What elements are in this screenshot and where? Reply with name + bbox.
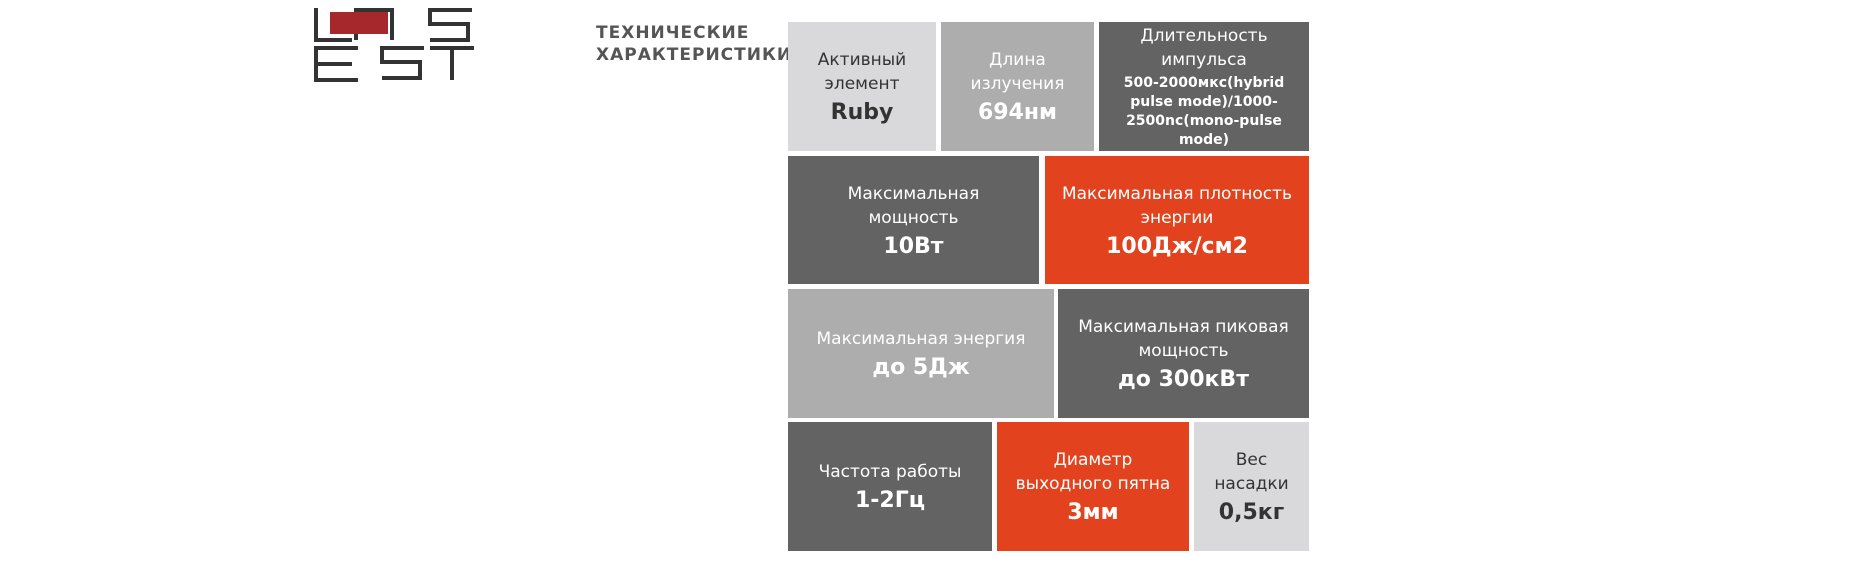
spec-value: Ruby [830, 100, 894, 125]
spec-label: Вес насадки [1214, 450, 1289, 494]
logo [314, 8, 474, 82]
spec-value: до 300кВт [1118, 367, 1249, 392]
spec-value: 500-2000мкс(hybrid pulse mode)/1000-2500… [1123, 74, 1285, 148]
spec-label: Максимальная плотность энергии [1061, 183, 1293, 228]
spec-label: Диаметр выходного пятна [1015, 450, 1171, 494]
spec-value: до 5Дж [872, 355, 970, 380]
spec-cell: Длина излучения 694нм [941, 22, 1094, 151]
spec-cell: Максимальная энергия до 5Дж [788, 289, 1054, 418]
spec-value: 100Дж/см2 [1106, 233, 1248, 259]
spec-label: Максимальная мощность [847, 183, 980, 228]
spec-cell: Максимальная мощность 10Вт [788, 156, 1039, 284]
spec-cell: Диаметр выходного пятна 3мм [997, 422, 1189, 551]
spec-cell: Вес насадки 0,5кг [1194, 422, 1309, 551]
spec-label: Максимальная энергия [816, 329, 1026, 349]
spec-label: Длина излучения [970, 50, 1065, 94]
spec-value: 10Вт [883, 233, 944, 259]
spec-cell: Частота работы 1-2Гц [788, 422, 992, 551]
section-title: ТЕХНИЧЕСКИЕ ХАРАКТЕРИСТИКИ [596, 23, 793, 65]
spec-cell: Максимальная пиковая мощность до 300кВт [1058, 289, 1309, 418]
spec-label: Максимальная пиковая мощность [1078, 317, 1289, 361]
spec-cell: Активный элемент Ruby [788, 22, 936, 151]
spec-label: Длительность импульса [1140, 25, 1268, 70]
spec-label: Частота работы [818, 462, 962, 482]
spec-value: 694нм [977, 100, 1058, 125]
spec-value: 0,5кг [1218, 500, 1285, 525]
spec-label: Активный элемент [817, 50, 907, 94]
spec-cell: Длительность импульса 500-2000мкс(hybrid … [1099, 22, 1309, 151]
spec-value: 3мм [1067, 500, 1119, 525]
spec-cell: Максимальная плотность энергии 100Дж/см2 [1045, 156, 1309, 284]
spec-value: 1-2Гц [854, 488, 926, 513]
